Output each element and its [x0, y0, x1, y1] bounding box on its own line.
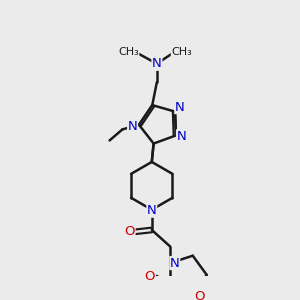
Text: N: N — [147, 204, 157, 217]
Text: O: O — [124, 225, 135, 238]
Text: N: N — [128, 120, 137, 133]
Text: N: N — [177, 130, 186, 143]
Text: N: N — [175, 100, 184, 114]
Text: N: N — [152, 57, 162, 70]
Text: CH₃: CH₃ — [118, 47, 139, 57]
Text: CH₃: CH₃ — [171, 47, 192, 57]
Text: N: N — [170, 256, 180, 270]
Text: O: O — [145, 270, 155, 283]
Text: O: O — [194, 290, 205, 300]
